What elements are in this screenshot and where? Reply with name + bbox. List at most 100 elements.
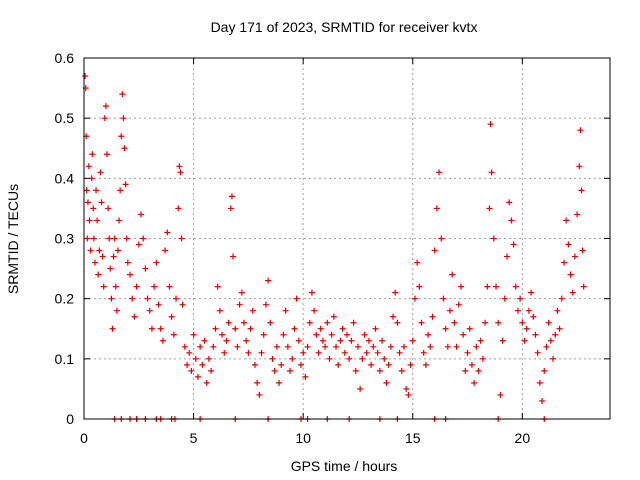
data-point [295,337,302,344]
data-point [236,301,243,308]
data-point [319,337,326,344]
data-point [99,253,106,260]
data-point [166,283,173,290]
data-point [188,367,195,374]
data-point [385,361,392,368]
y-axis-label: SRMTID / TECUs [5,184,21,294]
data-point [311,307,318,314]
data-point [451,319,458,326]
data-point [129,295,136,302]
data-point [181,343,188,350]
data-point [267,319,274,326]
data-point [227,205,234,212]
data-point [179,301,186,308]
data-point [101,115,108,122]
data-point [350,319,357,326]
data-point [390,313,397,320]
data-point [335,361,342,368]
data-point [576,163,583,170]
data-point [111,235,118,242]
data-point [484,283,491,290]
data-point [113,307,120,314]
data-point [337,337,344,344]
data-point [269,355,276,362]
data-points [82,73,587,422]
data-point [368,361,375,368]
data-point [221,349,228,356]
y-tick-label: 0 [66,411,74,427]
data-point [317,325,324,332]
data-point [228,193,235,200]
data-point [265,277,272,284]
data-point [374,349,381,356]
data-point [556,325,563,332]
data-point [344,331,350,338]
data-point [199,361,206,368]
data-point [240,319,247,326]
data-point [554,307,561,314]
data-point [96,247,103,254]
data-point [93,187,100,194]
data-point [90,235,97,242]
data-point [425,331,432,338]
data-point [249,307,256,314]
data-point [326,355,333,362]
data-point [234,343,241,350]
y-tick-label: 0.3 [55,231,75,247]
data-point [258,349,265,356]
data-point [302,373,309,380]
data-point [82,73,89,80]
data-point [324,319,331,326]
data-point [176,163,183,170]
data-point [219,331,226,338]
data-point [84,199,91,206]
data-point [120,115,127,122]
data-point [94,217,101,224]
plot-frame [83,57,611,420]
data-point [97,169,104,176]
data-point [212,325,219,332]
grid-lines [84,58,610,419]
data-point [98,199,105,206]
data-point [579,247,586,254]
data-point [449,271,456,278]
data-point [197,343,204,350]
data-point [230,253,237,260]
data-point [123,235,130,242]
data-point [304,343,311,350]
data-point [107,265,114,272]
data-point [151,283,158,290]
data-point [297,361,304,368]
data-point [497,391,504,398]
x-axis-label: GPS time / hours [291,458,398,474]
data-point [530,313,537,320]
data-point [462,367,469,374]
data-point [291,325,298,332]
data-point [532,331,539,338]
data-point [308,289,315,296]
y-tick-label: 0.6 [55,50,75,66]
data-point [243,337,250,344]
data-point [293,295,300,302]
data-point [455,301,462,308]
data-point [460,331,467,338]
data-point [558,295,565,302]
data-point [238,289,245,296]
data-point [210,343,217,350]
data-point [365,337,372,344]
data-point [190,331,197,338]
data-point [102,103,109,110]
data-point [506,199,513,206]
data-point [473,343,480,350]
data-point [359,355,366,362]
data-point [300,349,307,356]
data-point [539,397,546,404]
data-point [105,205,112,212]
x-tick-label: 5 [190,430,198,446]
data-point [508,217,515,224]
data-point [203,379,210,386]
data-point [127,271,134,278]
data-point [447,307,454,314]
data-point [173,295,180,302]
